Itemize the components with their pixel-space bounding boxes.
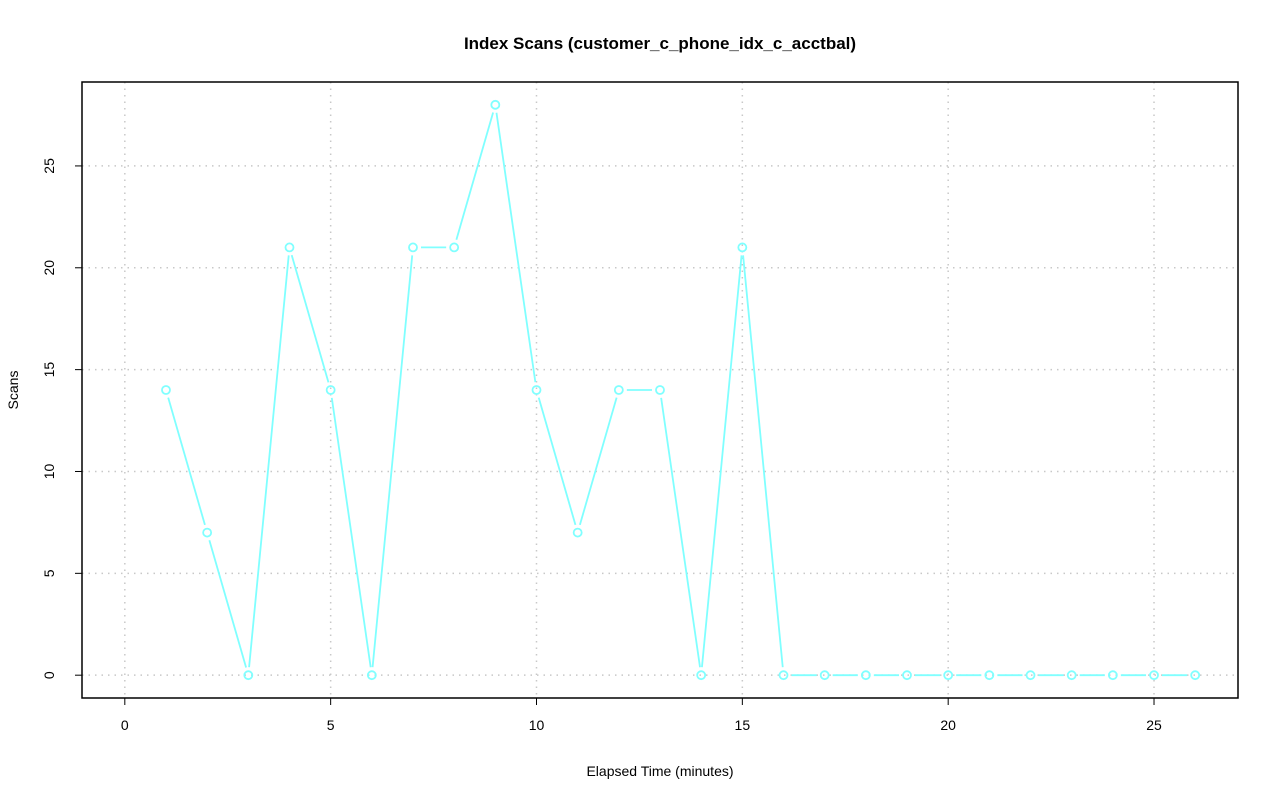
data-point	[737, 242, 748, 253]
x-axis-label: Elapsed Time (minutes)	[586, 763, 733, 779]
series-line-segment	[660, 397, 701, 668]
series-line-segment	[330, 397, 372, 668]
x-tick-label: 10	[529, 717, 545, 733]
y-tick-label: 0	[41, 671, 57, 679]
data-point	[902, 670, 912, 681]
data-point	[243, 670, 254, 681]
y-tick-label: 5	[41, 569, 57, 577]
data-point	[943, 670, 954, 681]
y-tick-label: 25	[41, 158, 57, 174]
data-point	[778, 670, 789, 681]
data-point	[490, 99, 501, 110]
y-tick-label: 20	[41, 260, 57, 276]
series-line-segment	[742, 255, 784, 668]
x-tick-label: 15	[735, 717, 751, 733]
series-line-segment	[579, 397, 618, 526]
series-line-segment	[455, 112, 494, 240]
data-point	[531, 385, 542, 395]
data-point	[1190, 670, 1201, 681]
y-tick-label: 15	[41, 362, 57, 378]
y-tick-label: 10	[41, 463, 57, 479]
data-point	[1149, 670, 1159, 681]
data-point	[284, 242, 295, 253]
data-point	[655, 385, 665, 395]
x-tick-label: 0	[121, 717, 129, 733]
x-tick-label: 25	[1146, 717, 1162, 733]
data-point	[366, 670, 377, 681]
axes: 0 5 10 15 20 25 0 5 10 15 20 25	[41, 158, 1162, 733]
x-tick-label: 5	[327, 717, 335, 733]
data-point	[1025, 670, 1036, 681]
series-line-segment	[495, 112, 537, 383]
data-point	[1066, 670, 1077, 681]
data-point	[984, 670, 995, 681]
chart-title: Index Scans (customer_c_phone_idx_c_acct…	[464, 34, 856, 53]
series-line-segment	[371, 255, 414, 668]
data-point	[449, 242, 460, 253]
data-point	[860, 670, 871, 681]
data-point	[696, 670, 707, 681]
data-point	[325, 385, 336, 395]
data-point	[613, 385, 624, 395]
plot-border	[81, 81, 1239, 699]
series	[161, 99, 1201, 681]
data-point	[161, 385, 171, 395]
data-point	[819, 670, 830, 681]
data-point	[202, 527, 213, 538]
series-line-segment	[537, 397, 577, 526]
data-point	[572, 527, 583, 538]
series-line-segment	[167, 397, 206, 526]
x-tick-label: 20	[940, 717, 956, 733]
series-line-segment	[290, 254, 330, 383]
series-line-segment	[701, 255, 743, 668]
data-point	[408, 242, 418, 253]
y-axis-label: Scans	[5, 371, 21, 410]
series-line-segment	[208, 540, 247, 668]
data-point	[1107, 670, 1118, 681]
series-line-segment	[248, 255, 290, 668]
